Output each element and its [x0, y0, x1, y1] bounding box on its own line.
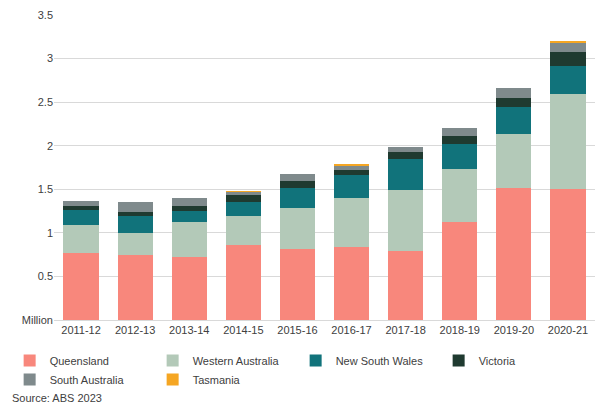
- svg-text:Million: Million: [22, 314, 53, 326]
- svg-text:2015-16: 2015-16: [277, 324, 317, 336]
- svg-text:2014-15: 2014-15: [223, 324, 263, 336]
- svg-text:1: 1: [47, 227, 53, 239]
- svg-text:3.5: 3.5: [38, 9, 53, 21]
- svg-text:Source: ABS 2023: Source: ABS 2023: [12, 392, 102, 404]
- svg-text:Western Australia: Western Australia: [193, 355, 280, 367]
- svg-text:2.5: 2.5: [38, 96, 53, 108]
- svg-text:South Australia: South Australia: [50, 374, 125, 386]
- svg-text:2013-14: 2013-14: [169, 324, 209, 336]
- svg-text:0.5: 0.5: [38, 270, 53, 282]
- svg-text:2020-21: 2020-21: [548, 324, 588, 336]
- svg-text:2011-12: 2011-12: [61, 324, 101, 336]
- svg-text:2016-17: 2016-17: [331, 324, 371, 336]
- svg-text:Tasmania: Tasmania: [193, 374, 241, 386]
- svg-text:2019-20: 2019-20: [494, 324, 534, 336]
- svg-text:Victoria: Victoria: [479, 355, 516, 367]
- svg-text:2012-13: 2012-13: [115, 324, 155, 336]
- svg-text:3: 3: [47, 52, 53, 64]
- svg-text:New South Wales: New South Wales: [336, 355, 424, 367]
- svg-text:2018-19: 2018-19: [440, 324, 480, 336]
- svg-text:2: 2: [47, 140, 53, 152]
- svg-text:2017-18: 2017-18: [385, 324, 425, 336]
- svg-text:1.5: 1.5: [38, 183, 53, 195]
- svg-text:Queensland: Queensland: [50, 355, 109, 367]
